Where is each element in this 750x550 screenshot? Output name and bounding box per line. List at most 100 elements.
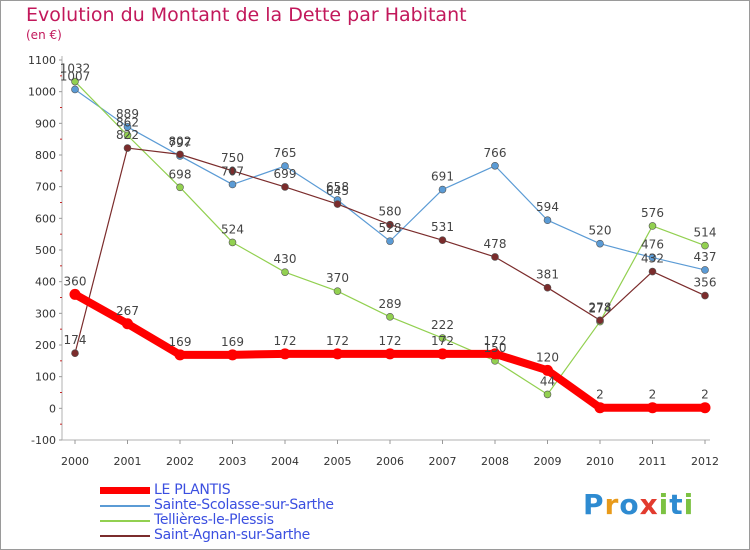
data-point xyxy=(701,291,709,300)
data-point xyxy=(228,180,237,189)
data-label: 172 xyxy=(274,334,297,348)
data-label: 44 xyxy=(540,374,555,388)
data-point xyxy=(281,183,289,191)
y-tick-label: 500 xyxy=(35,244,56,257)
data-label: 531 xyxy=(431,220,454,234)
data-label: 889 xyxy=(116,107,139,121)
data-label: 766 xyxy=(484,146,507,160)
legend-label: Sainte-Scolasse-sur-Sarthe xyxy=(154,497,334,513)
data-point xyxy=(543,390,552,399)
data-point xyxy=(701,266,709,274)
data-point xyxy=(123,123,132,131)
y-tick-label: 800 xyxy=(35,149,56,162)
data-label: 691 xyxy=(431,170,454,184)
data-label: 172 xyxy=(326,334,349,348)
x-tick-label: 2004 xyxy=(271,455,299,468)
data-point xyxy=(386,313,394,321)
data-label: 172 xyxy=(431,334,454,348)
data-label: 594 xyxy=(536,200,559,214)
data-label: 356 xyxy=(694,276,717,290)
data-label: 698 xyxy=(169,167,192,181)
data-point xyxy=(648,222,657,230)
logo-letter: t xyxy=(669,488,684,521)
data-point xyxy=(543,216,552,225)
data-label: 524 xyxy=(221,222,244,236)
x-tick-label: 2010 xyxy=(586,455,614,468)
data-label: 528 xyxy=(379,221,402,235)
y-tick-label: 200 xyxy=(35,339,56,352)
y-tick-label: -100 xyxy=(31,434,56,447)
data-label: 278 xyxy=(589,300,612,314)
data-label: 437 xyxy=(694,250,717,264)
data-label: 267 xyxy=(116,304,139,318)
data-label: 2 xyxy=(596,388,604,402)
data-label: 1032 xyxy=(60,62,91,76)
data-label: 172 xyxy=(379,334,402,348)
data-point xyxy=(596,316,604,325)
data-point xyxy=(281,268,289,276)
data-point xyxy=(699,402,711,414)
x-tick-label: 2009 xyxy=(534,455,562,468)
data-point xyxy=(386,220,394,229)
logo-letter: P xyxy=(583,488,605,521)
data-label: 520 xyxy=(589,224,612,238)
data-label: 580 xyxy=(379,205,402,219)
y-tick-label: 700 xyxy=(35,181,56,194)
data-point xyxy=(123,131,132,140)
data-label: 576 xyxy=(641,206,664,220)
data-point xyxy=(279,348,291,360)
x-tick-label: 2008 xyxy=(481,455,509,468)
data-point xyxy=(174,349,186,361)
legend-label: Saint-Agnan-sur-Sarthe xyxy=(154,527,310,543)
data-point xyxy=(332,348,343,360)
data-point xyxy=(543,283,552,292)
data-label: 2 xyxy=(701,388,709,402)
data-point xyxy=(438,185,447,194)
data-point xyxy=(228,238,237,247)
data-label: 707 xyxy=(221,164,244,178)
legend-swatch xyxy=(100,505,150,507)
data-point xyxy=(647,402,658,414)
logo-letter: i xyxy=(683,488,695,521)
data-label: 430 xyxy=(274,252,297,266)
data-label: 169 xyxy=(169,335,192,349)
data-point xyxy=(648,267,657,276)
data-point xyxy=(489,348,501,360)
y-tick-label: 0 xyxy=(49,402,56,415)
data-point xyxy=(69,288,81,300)
data-point xyxy=(333,287,342,295)
data-label: 174 xyxy=(64,333,87,347)
data-point xyxy=(386,237,394,245)
data-point xyxy=(176,150,184,159)
x-tick-label: 2000 xyxy=(61,455,89,468)
x-tick-label: 2006 xyxy=(376,455,404,468)
data-point xyxy=(123,144,132,152)
data-label: 658 xyxy=(326,180,349,194)
data-point xyxy=(281,162,289,170)
legend-swatch xyxy=(100,487,150,494)
y-tick-label: 300 xyxy=(35,307,56,320)
data-label: 478 xyxy=(484,237,507,251)
y-tick-label: 400 xyxy=(35,276,56,289)
data-point xyxy=(227,349,238,361)
legend-label: Tellières-le-Plessis xyxy=(154,512,274,528)
y-tick-label: 1100 xyxy=(28,54,56,67)
data-point xyxy=(71,349,79,358)
x-tick-label: 2005 xyxy=(324,455,352,468)
data-label: 360 xyxy=(64,274,87,288)
data-label: 699 xyxy=(274,167,297,181)
data-label: 862 xyxy=(116,115,139,129)
data-label: 2 xyxy=(649,388,657,402)
data-label: 514 xyxy=(694,226,717,240)
x-tick-label: 2001 xyxy=(114,455,142,468)
data-point xyxy=(176,183,184,192)
logo-letter: x xyxy=(639,488,659,521)
y-tick-label: 900 xyxy=(35,117,56,130)
y-tick-label: 600 xyxy=(35,212,56,225)
data-label: 797 xyxy=(169,136,192,150)
x-tick-label: 2002 xyxy=(166,455,194,468)
data-point xyxy=(228,167,237,175)
data-point xyxy=(333,200,342,208)
logo-letter: r xyxy=(604,488,620,521)
